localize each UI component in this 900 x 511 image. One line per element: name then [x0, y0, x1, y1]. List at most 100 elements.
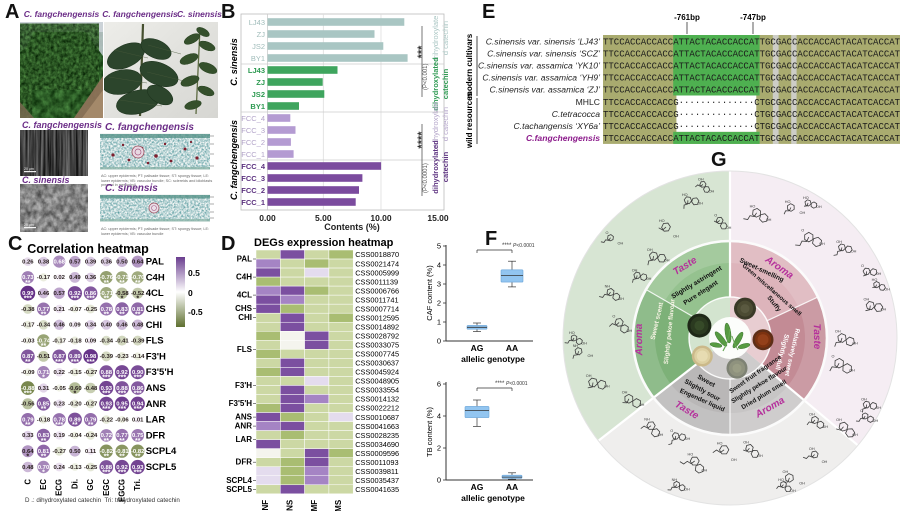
svg-text:-0.60: -0.60 [68, 386, 82, 392]
svg-text:O: O [606, 231, 609, 235]
svg-text:Correlation heatmap: Correlation heatmap [27, 242, 149, 256]
svg-text:***: *** [24, 296, 32, 303]
svg-text:-0.24: -0.24 [84, 433, 98, 439]
svg-text:C.sinensis var. sinensis ‘SCZ’: C.sinensis var. sinensis ‘SCZ’ [487, 48, 601, 58]
svg-text:TTCCACCACCACCATTACTACACCACCATT: TTCCACCACCACCATTACTACACCACCATTGCGACCACCA… [603, 37, 900, 47]
svg-text:CHS: CHS [235, 304, 253, 313]
svg-text:OH: OH [861, 398, 867, 402]
svg-text:0.89: 0.89 [69, 417, 81, 423]
svg-text:OH: OH [726, 226, 732, 230]
svg-text:EGC: EGC [102, 479, 111, 496]
svg-text:OH: OH [581, 341, 587, 345]
svg-text:FLS: FLS [237, 345, 253, 354]
svg-text:dihydroxylated: dihydroxylated [431, 57, 440, 111]
svg-text:EC: EC [39, 479, 48, 490]
svg-text:0.71: 0.71 [38, 370, 50, 376]
svg-text:CHI: CHI [238, 313, 252, 322]
svg-text:FCC_2: FCC_2 [241, 138, 265, 147]
svg-text:DFR: DFR [236, 458, 253, 467]
svg-text:0.26: 0.26 [22, 259, 34, 265]
svg-text:-0.51: -0.51 [37, 354, 51, 360]
svg-text:-0.52: -0.52 [131, 291, 145, 297]
svg-text:OH: OH [873, 419, 879, 423]
svg-text:0.83: 0.83 [38, 433, 50, 439]
svg-text:TTCCACCACCACCATTACTACACCACCATT: TTCCACCACCACCATTACTACACCACCATTGCGACCACCA… [603, 134, 900, 144]
svg-text:**: ** [135, 438, 141, 445]
svg-text:CAF content (%): CAF content (%) [425, 265, 434, 321]
svg-text:0.89: 0.89 [69, 354, 81, 360]
svg-text:OH: OH [851, 249, 857, 253]
svg-text:OH: OH [822, 460, 828, 464]
svg-text:CSS0010687: CSS0010687 [355, 413, 399, 422]
svg-text:FCC_2: FCC_2 [241, 186, 265, 195]
svg-text:-0.15: -0.15 [68, 370, 82, 376]
svg-text:0.64: 0.64 [22, 449, 34, 455]
svg-text:0.92: 0.92 [116, 465, 128, 471]
svg-text:Di.: Di. [70, 479, 79, 489]
svg-text:-0.71: -0.71 [115, 275, 129, 281]
svg-text:-0.07: -0.07 [68, 307, 82, 313]
svg-text:Taste: Taste [811, 323, 822, 349]
svg-text:0.31: 0.31 [38, 386, 50, 392]
svg-text:C.sinensis var. assamica ‘YK10: C.sinensis var. assamica ‘YK10’ [478, 61, 601, 71]
svg-text:ANR: ANR [235, 422, 253, 431]
svg-text:OH: OH [658, 433, 664, 437]
svg-text:**: ** [104, 438, 110, 445]
svg-text:FCC_1: FCC_1 [241, 198, 265, 207]
svg-text:15.00: 15.00 [427, 213, 449, 223]
svg-text:CSS0030637: CSS0030637 [355, 359, 399, 368]
svg-text:0.01: 0.01 [132, 417, 144, 423]
svg-text:2: 2 [437, 299, 441, 308]
svg-text:OH: OH [800, 211, 806, 215]
svg-text:CHS: CHS [146, 304, 166, 315]
svg-text:FCC_3: FCC_3 [241, 174, 265, 183]
svg-text:0.33: 0.33 [22, 433, 34, 439]
svg-text:NH: NH [644, 418, 650, 422]
svg-text:***: *** [118, 406, 126, 413]
svg-text:0.40: 0.40 [101, 323, 113, 329]
svg-text:CSS0033554: CSS0033554 [355, 386, 399, 395]
svg-text:modern cultivars: modern cultivars [465, 33, 474, 98]
svg-text:NF: NF [261, 500, 270, 511]
svg-text:TB content (%): TB content (%) [425, 406, 434, 457]
svg-text:-0.14: -0.14 [131, 354, 145, 360]
svg-text:Tri.: Tri. [133, 479, 142, 491]
svg-text:F3'5'H: F3'5'H [146, 367, 174, 378]
svg-text:**: ** [135, 454, 141, 461]
svg-text:**: ** [119, 454, 125, 461]
svg-text:CSS0045924: CSS0045924 [355, 368, 399, 377]
svg-text:-0.5: -0.5 [188, 307, 203, 317]
svg-text:-0.34: -0.34 [100, 338, 114, 344]
svg-text:HO: HO [750, 205, 756, 209]
svg-text:HO: HO [717, 441, 723, 445]
svg-text:0.99: 0.99 [22, 291, 34, 297]
svg-text:4: 4 [437, 261, 441, 270]
svg-text:-0.17: -0.17 [21, 323, 35, 329]
svg-text:-0.88: -0.88 [21, 386, 35, 392]
svg-text:**: ** [119, 311, 125, 318]
svg-text:(P<0.001): (P<0.001) [423, 63, 429, 90]
svg-text:d catechin: d catechin [441, 21, 450, 55]
svg-text:***: *** [118, 390, 126, 397]
svg-text:AG: AG [471, 343, 484, 353]
svg-text:*: * [74, 390, 77, 397]
svg-text:-0.22: -0.22 [100, 417, 114, 423]
svg-text:OH: OH [816, 205, 822, 209]
svg-text:0.93: 0.93 [101, 386, 113, 392]
svg-text:0.09: 0.09 [85, 338, 97, 344]
svg-text:HO: HO [659, 219, 665, 223]
svg-text:0.46: 0.46 [116, 323, 128, 329]
svg-text:CSS0022212: CSS0022212 [355, 404, 399, 413]
svg-text:**: ** [104, 311, 110, 318]
svg-text:ZJ: ZJ [256, 78, 265, 87]
svg-text:OH: OH [588, 354, 594, 358]
svg-text:SCPL4: SCPL4 [146, 446, 177, 457]
svg-text:***: *** [102, 469, 110, 476]
svg-text:CSS0021474: CSS0021474 [355, 259, 399, 268]
svg-text:*: * [42, 469, 45, 476]
svg-text:OH: OH [875, 406, 881, 410]
svg-text:GC: GC [86, 479, 95, 491]
svg-text:SCPL5: SCPL5 [226, 485, 252, 494]
svg-text:D .: dihydroxylated catechin: D .: dihydroxylated catechin Tri: trihyd… [25, 497, 180, 504]
svg-text:LAR: LAR [146, 415, 166, 426]
